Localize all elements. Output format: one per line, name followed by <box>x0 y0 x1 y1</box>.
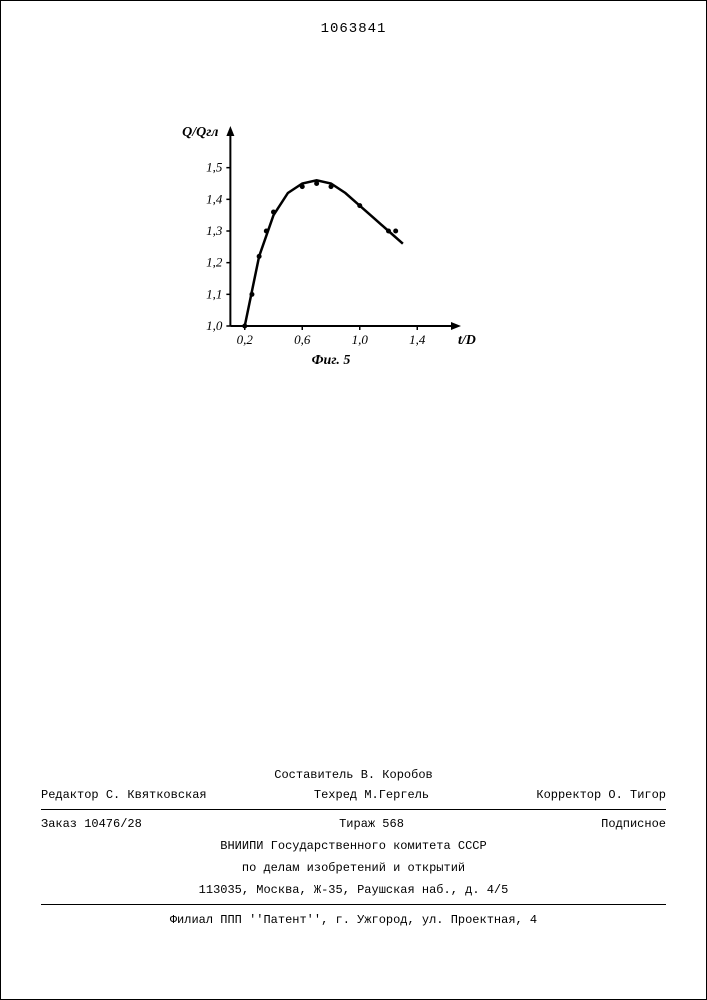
svg-text:1,2: 1,2 <box>206 255 223 270</box>
subscription: Подписное <box>601 815 666 833</box>
svg-text:Фиг. 5: Фиг. 5 <box>312 353 351 368</box>
tech-editor: Техред М.Гергель <box>314 786 429 804</box>
svg-text:1,1: 1,1 <box>206 286 222 301</box>
editor: Редактор С. Квятковская <box>41 786 207 804</box>
svg-text:1,0: 1,0 <box>352 332 369 347</box>
svg-text:1,5: 1,5 <box>206 160 223 175</box>
tirazh: Тираж 568 <box>339 815 404 833</box>
branch: Филиал ППП ''Патент'', г. Ужгород, ул. П… <box>41 911 666 929</box>
org-line-1: ВНИИПИ Государственного комитета СССР <box>41 835 666 857</box>
svg-text:1,0: 1,0 <box>206 318 223 333</box>
svg-text:1,4: 1,4 <box>206 191 223 206</box>
svg-text:1,4: 1,4 <box>409 332 426 347</box>
order-number: Заказ 10476/28 <box>41 815 142 833</box>
address: 113035, Москва, Ж-35, Раушская наб., д. … <box>41 879 666 901</box>
svg-text:0,6: 0,6 <box>294 332 311 347</box>
document-number: 1063841 <box>1 21 706 37</box>
corrector: Корректор О. Тигор <box>536 786 666 804</box>
divider <box>41 904 666 905</box>
divider <box>41 809 666 810</box>
svg-text:1,3: 1,3 <box>206 223 223 238</box>
chart-fig-5: 1,0 1,1 1,2 1,3 1,4 1,5 0,2 0,6 1,0 1,4 Q/Qгл t/D Фи… <box>161 121 481 371</box>
svg-text:Q/Qгл: Q/Qгл <box>182 125 218 140</box>
footer-block: Составитель В. Коробов Редактор С. Квятк… <box>41 766 666 929</box>
svg-text:t/D: t/D <box>458 333 476 348</box>
svg-text:0,2: 0,2 <box>237 332 254 347</box>
org-line-2: по делам изобретений и открытий <box>41 857 666 879</box>
composer-name: В. Коробов <box>361 768 433 782</box>
composer-label: Составитель <box>274 768 353 782</box>
